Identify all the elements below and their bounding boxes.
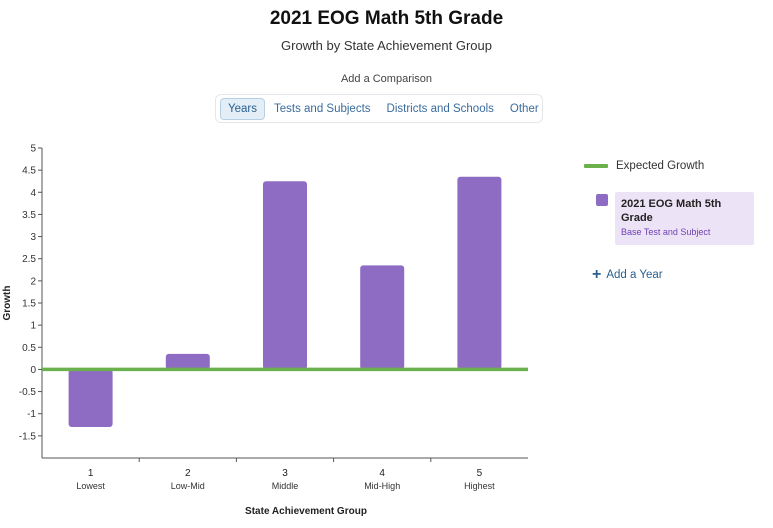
y-tick-label: 3: [30, 232, 36, 243]
add-year-button[interactable]: + Add a Year: [592, 266, 663, 283]
y-tick-label: 2.5: [22, 254, 36, 265]
legend-series-card[interactable]: 2021 EOG Math 5th Grade Base Test and Su…: [615, 192, 754, 245]
bar-2: [165, 353, 210, 370]
x-tick-number: 5: [477, 468, 483, 479]
x-tick-number: 3: [282, 468, 288, 479]
add-year-label: Add a Year: [606, 269, 663, 281]
legend-expected-label: Expected Growth: [616, 160, 705, 172]
x-tick-number: 1: [88, 468, 94, 479]
plus-icon: +: [592, 266, 602, 283]
y-tick-label: -1.5: [19, 431, 37, 442]
growth-bar-chart: -1.5 -1 -0.5 0 0.5 1 1.5 2 2.5 3 3.5 4 4.5 5 Growth 1 Lo…: [2, 144, 528, 517]
bar-1: [68, 369, 113, 427]
y-tick-label: 1: [30, 321, 36, 332]
series-swatch-icon: [596, 194, 608, 206]
chart-title: 2021 EOG Math 5th Grade: [269, 8, 504, 29]
legend-series-subtitle: Base Test and Subject: [621, 227, 711, 237]
tab-other[interactable]: Other: [509, 102, 539, 115]
legend: Expected Growth 2021 EOG Math 5th Grade …: [584, 160, 764, 283]
y-tick-label: 3.5: [22, 210, 36, 221]
y-tick-label: 5: [30, 144, 36, 155]
legend-expected-growth: Expected Growth: [584, 160, 764, 172]
y-tick-label: 4.5: [22, 166, 36, 177]
x-tick-label: Mid-High: [364, 481, 400, 491]
tab-districts-and-schools[interactable]: Districts and Schools: [386, 102, 494, 115]
expected-growth-line-icon: [584, 164, 608, 168]
tab-tests-and-subjects[interactable]: Tests and Subjects: [274, 102, 371, 115]
y-tick-label: 1.5: [22, 299, 36, 310]
x-tick-label: Lowest: [76, 481, 105, 491]
comparison-label: Add a Comparison: [340, 73, 433, 85]
x-tick-number: 2: [185, 468, 191, 479]
y-tick-label: -1: [27, 409, 36, 420]
y-axis-label: Growth: [2, 286, 13, 321]
bar-3: [263, 181, 307, 370]
bar-5: [457, 176, 502, 370]
legend-series-title: 2021 EOG Math 5th Grade: [621, 198, 722, 224]
legend-series-item[interactable]: 2021 EOG Math 5th Grade Base Test and Su…: [596, 192, 754, 245]
comparison-tabs: Years Tests and Subjects Districts and S…: [215, 94, 543, 123]
y-tick-label: 0: [30, 365, 36, 376]
y-tick-label: -0.5: [19, 387, 37, 398]
bar-4: [360, 265, 405, 370]
x-tick-number: 4: [379, 468, 385, 479]
x-axis-label: State Achievement Group: [245, 506, 367, 517]
x-tick-label: Middle: [272, 481, 299, 491]
tab-years[interactable]: Years: [220, 97, 265, 120]
y-tick-label: 4: [30, 188, 36, 199]
x-tick-label: Highest: [464, 481, 495, 491]
chart-subtitle: Growth by State Achievement Group: [281, 38, 492, 53]
y-tick-label: 2: [30, 276, 36, 287]
y-tick-label: 0.5: [22, 343, 36, 354]
x-tick-label: Low-Mid: [171, 481, 205, 491]
